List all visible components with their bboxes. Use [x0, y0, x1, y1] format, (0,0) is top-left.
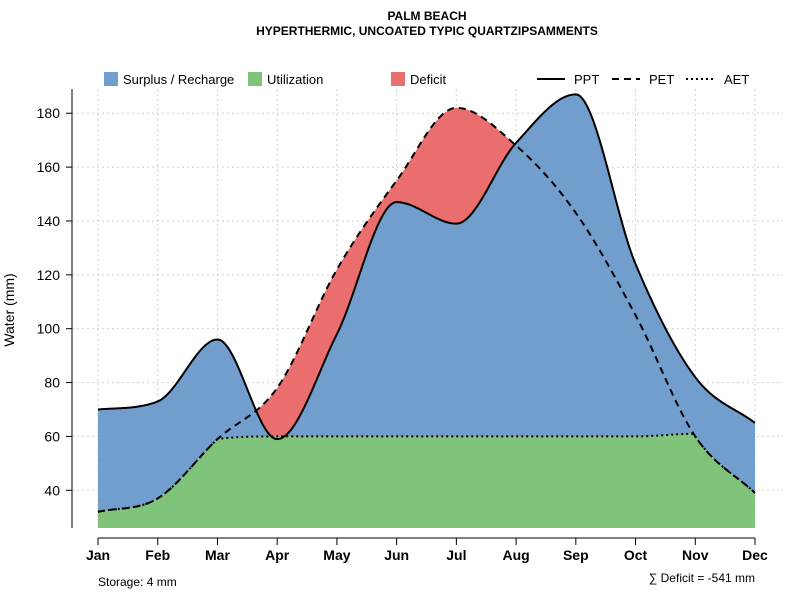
x-tick-label: May	[323, 547, 350, 563]
surplus-area-lower	[98, 144, 755, 512]
legend-label-surplus: Surplus / Recharge	[123, 72, 234, 87]
x-tick-label: Feb	[145, 547, 170, 563]
legend-swatch-utilization	[248, 72, 262, 86]
x-tick-label: Apr	[265, 547, 290, 563]
x-tick-label: Sep	[563, 547, 589, 563]
x-tick-label: Jul	[446, 547, 466, 563]
y-axis-label: Water (mm)	[1, 273, 17, 346]
legend-swatch-deficit	[391, 72, 405, 86]
legend-label-deficit: Deficit	[410, 72, 447, 87]
chart-title: PALM BEACH	[387, 9, 466, 23]
x-tick-label: Aug	[502, 547, 529, 563]
x-tick-label: Oct	[624, 547, 648, 563]
legend-label-utilization: Utilization	[267, 72, 323, 87]
y-tick-label: 120	[37, 267, 61, 283]
x-tick-label: Nov	[682, 547, 709, 563]
chart-subtitle: HYPERTHERMIC, UNCOATED TYPIC QUARTZIPSAM…	[256, 24, 598, 38]
y-tick-label: 160	[37, 159, 61, 175]
y-tick-label: 60	[44, 428, 60, 444]
y-tick-label: 180	[37, 105, 61, 121]
area-fills	[98, 94, 755, 528]
y-tick-label: 80	[44, 375, 60, 391]
storage-label: Storage: 4 mm	[98, 575, 177, 589]
series-line-aet	[97, 432, 756, 513]
axes: 40 60 80 100 120 140 160 180 Jan Feb Mar Apr May Jun J…	[37, 89, 768, 563]
y-tick-label: 140	[37, 213, 61, 229]
legend-label-pet: PET	[649, 72, 674, 87]
legend-label-aet: AET	[724, 72, 749, 87]
series-line-ppt	[97, 93, 756, 441]
legend-swatch-surplus	[104, 72, 118, 86]
series-line-pet	[97, 106, 756, 513]
deficit-total-label: ∑ Deficit = -541 mm	[649, 571, 755, 585]
surplus-area	[98, 94, 755, 512]
utilization-area	[98, 433, 755, 528]
y-tick-label: 40	[44, 482, 60, 498]
legend: Surplus / Recharge Utilization Deficit P…	[104, 72, 749, 87]
series-lines	[97, 93, 756, 513]
legend-label-ppt: PPT	[574, 72, 599, 87]
x-tick-label: Mar	[205, 547, 230, 563]
y-tick-label: 100	[37, 321, 61, 337]
x-tick-label: Jan	[86, 547, 110, 563]
x-tick-label: Jun	[384, 547, 409, 563]
x-tick-label: Dec	[742, 547, 768, 563]
